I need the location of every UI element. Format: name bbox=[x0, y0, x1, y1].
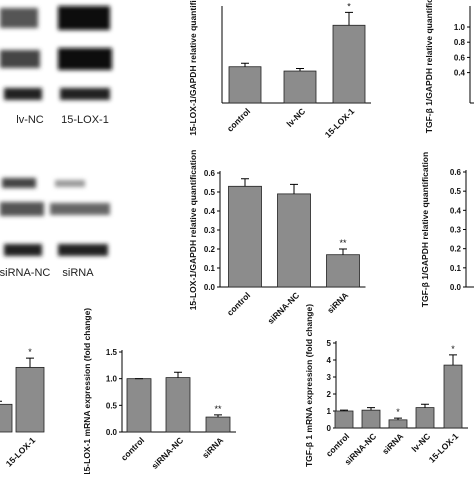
x-tick-label: lv-NC bbox=[409, 431, 432, 454]
error-bar bbox=[449, 354, 457, 366]
y-tick-label: 0.4 bbox=[204, 207, 216, 216]
bar-chart: 0.0 0.1 0.2 0.3 0.4 0.5 0.6 TGF-β 1/GAPDH relat… bbox=[420, 152, 474, 307]
error-bar bbox=[174, 371, 182, 378]
x-tick-label: siRNA bbox=[200, 435, 225, 460]
bar bbox=[205, 416, 231, 433]
y-tick-label: 5 bbox=[327, 339, 332, 348]
y-tick-label: 0.6 bbox=[454, 53, 466, 62]
bar-chart: 0.0 0.1 0.2 0.3 0.4 0.5 0.6 15-LOX-1/GAPDH rela… bbox=[188, 150, 366, 326]
bar-chart: 1.0 0.8 0.6 0.4 TGF-β 1/GAPDH relative quant… bbox=[424, 0, 474, 133]
blot-middle bbox=[0, 178, 110, 256]
significance-mark: ** bbox=[339, 238, 347, 248]
bar bbox=[332, 24, 366, 104]
bar bbox=[326, 254, 360, 288]
error-bar bbox=[26, 357, 34, 368]
blot-label: lv-NC bbox=[16, 114, 44, 126]
x-tick-label: control bbox=[225, 106, 252, 133]
y-axis-label: TGF-β 1 mRNA expression (fold change) bbox=[304, 304, 314, 467]
y-tick-label: 0.1 bbox=[204, 264, 216, 273]
bar-chart: 15-LOX-1/GAPDH relative quantification co… bbox=[188, 0, 371, 140]
y-tick-label: 0.3 bbox=[204, 226, 216, 235]
error-bar bbox=[367, 407, 375, 411]
blot-label: siRNA-NC bbox=[0, 267, 50, 279]
y-tick-label: 0.4 bbox=[454, 69, 466, 78]
x-tick-label: control bbox=[119, 435, 146, 462]
y-tick-label: 3 bbox=[327, 373, 332, 382]
y-tick-label: 0 bbox=[327, 424, 332, 433]
x-tick-label: lv-NC bbox=[284, 106, 307, 129]
significance-mark: ** bbox=[214, 404, 222, 414]
y-tick-label: 1.0 bbox=[454, 23, 466, 32]
y-axis-label: 15-LOX-1 mRNA expression (fold change) bbox=[82, 308, 92, 474]
bar bbox=[443, 364, 463, 429]
bar bbox=[334, 410, 354, 429]
bar bbox=[228, 66, 262, 104]
y-tick-label: 2 bbox=[327, 390, 332, 399]
bar bbox=[126, 378, 152, 433]
y-tick-label: 1.5 bbox=[106, 348, 118, 357]
bar bbox=[388, 419, 408, 429]
significance-mark: * bbox=[347, 1, 351, 11]
y-tick-label: 0.1 bbox=[450, 264, 462, 273]
y-tick-label: 0.5 bbox=[450, 187, 462, 196]
bar bbox=[165, 377, 191, 433]
bar bbox=[415, 407, 435, 429]
y-tick-label: 0.3 bbox=[450, 226, 462, 235]
y-tick-label: 4 bbox=[327, 356, 332, 365]
error-bar bbox=[214, 414, 222, 418]
bar bbox=[228, 185, 262, 288]
error-bar bbox=[0, 400, 2, 402]
x-tick-label: siRNA bbox=[325, 290, 350, 315]
error-bar bbox=[290, 183, 298, 194]
y-tick-label: 1 bbox=[327, 407, 332, 416]
error-bar bbox=[394, 417, 402, 420]
error-bar bbox=[339, 248, 347, 255]
bar bbox=[15, 366, 45, 433]
x-tick-label: siRNA-NC bbox=[149, 435, 185, 471]
y-tick-label: 0.8 bbox=[454, 38, 466, 47]
y-tick-label: 0.0 bbox=[450, 283, 462, 292]
bar-chart: * 15-LOX-1 bbox=[0, 347, 45, 469]
y-axis-label: TGF-β 1/GAPDH relative quantification bbox=[420, 152, 430, 307]
bar bbox=[0, 403, 13, 433]
y-tick-label: 0.5 bbox=[106, 401, 118, 410]
bar-chart: 0.0 0.5 1.0 1.5 15-LOX-1 mRNA expression (fo… bbox=[82, 308, 236, 476]
significance-mark: * bbox=[451, 344, 455, 354]
blot-label: 15-LOX-1 bbox=[61, 114, 109, 126]
y-tick-label: 0.0 bbox=[106, 428, 118, 437]
error-bar bbox=[241, 62, 249, 67]
y-tick-label: 1.0 bbox=[106, 375, 118, 384]
x-tick-label: 15-LOX-1 bbox=[323, 106, 357, 140]
bar-chart: 0 1 2 3 4 5 TGF-β 1 mRNA expression (fold chan… bbox=[304, 304, 468, 467]
y-axis-label: TGF-β 1/GAPDH relative quantification bbox=[424, 0, 434, 133]
bar bbox=[283, 70, 317, 104]
y-tick-label: 0.4 bbox=[450, 206, 462, 215]
error-bar bbox=[345, 11, 353, 26]
error-bar bbox=[421, 403, 429, 408]
x-tick-label: 15-LOX-1 bbox=[4, 435, 38, 469]
y-tick-label: 0.6 bbox=[450, 168, 462, 177]
y-tick-label: 0.5 bbox=[204, 188, 216, 197]
y-axis-label: 15-LOX-1/GAPDH relative quantification bbox=[188, 0, 198, 136]
error-bar bbox=[296, 67, 304, 72]
error-bar bbox=[241, 178, 249, 187]
x-tick-label: control bbox=[225, 290, 252, 317]
blot-top bbox=[0, 6, 112, 100]
error-bar bbox=[340, 409, 348, 411]
bar bbox=[361, 409, 381, 429]
y-tick-label: 0.0 bbox=[204, 283, 216, 292]
x-tick-label: siRNA bbox=[380, 431, 405, 456]
significance-mark: * bbox=[396, 407, 400, 417]
y-tick-label: 0.6 bbox=[204, 169, 216, 178]
y-tick-label: 0.2 bbox=[204, 245, 216, 254]
y-axis-label: 15-LOX-1/GAPDH relative quantification bbox=[188, 150, 198, 311]
x-tick-label: 15-LOX-1 bbox=[427, 431, 461, 465]
x-tick-label: siRNA-NC bbox=[265, 290, 301, 326]
blot-label: siRNA bbox=[62, 267, 94, 279]
bar bbox=[277, 193, 311, 288]
y-tick-label: 0.2 bbox=[450, 245, 462, 254]
significance-mark: * bbox=[28, 347, 32, 357]
